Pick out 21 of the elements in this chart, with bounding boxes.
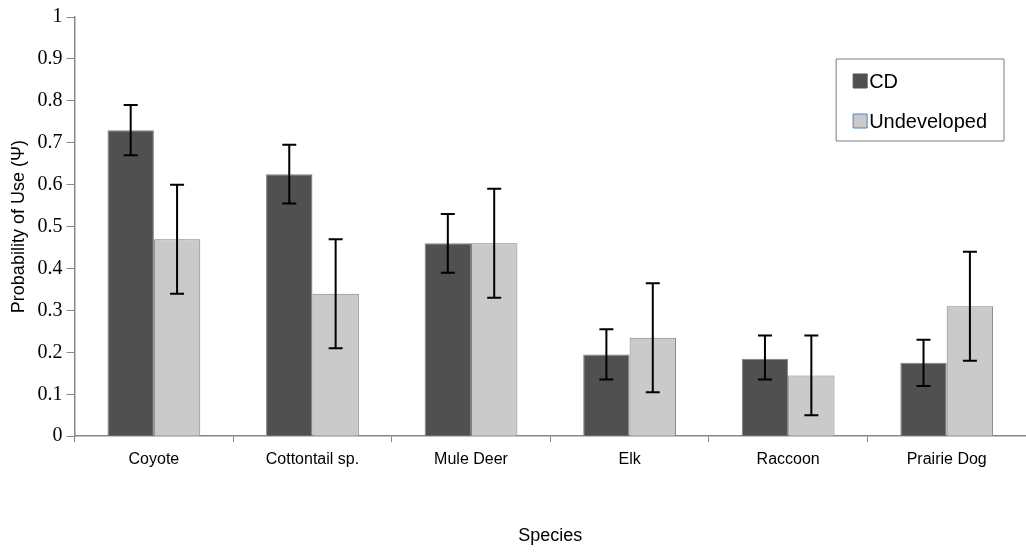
y-axis-title: Probability of Use (Ψ) [7,140,28,314]
x-tick-label: Cottontail sp. [265,450,360,468]
y-tick-label: 0.4 [37,255,63,278]
y-tick-label: 1 [52,4,63,27]
y-tick-label: 0.1 [37,381,63,404]
y-tick-label: 0 [52,423,63,446]
x-tick-label: Mule Deer [434,450,509,468]
x-tick-label: Raccoon [756,450,820,468]
x-axis-title: Species [518,525,583,546]
legend-label: CD [869,69,899,92]
y-tick-label: 0.7 [37,130,63,153]
x-tick-label: Coyote [128,450,180,468]
y-tick-label: 0.3 [37,297,63,320]
y-tick-label: 0.2 [37,339,63,362]
y-tick-label: 0.9 [37,46,63,69]
y-tick-label: 0.6 [37,171,63,194]
y-tick-label: 0.5 [37,213,63,236]
x-tick-label: Elk [618,450,642,468]
legend-label: Undeveloped [869,109,987,132]
y-tick-label: 0.8 [37,88,63,111]
x-tick-label: Prairie Dog [906,450,987,468]
